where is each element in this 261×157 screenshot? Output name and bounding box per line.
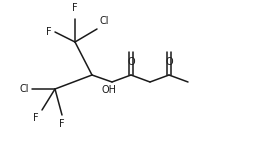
Text: O: O bbox=[165, 57, 173, 67]
Text: F: F bbox=[33, 113, 39, 123]
Text: Cl: Cl bbox=[100, 16, 110, 26]
Text: F: F bbox=[46, 27, 52, 37]
Text: OH: OH bbox=[102, 85, 117, 95]
Text: Cl: Cl bbox=[20, 84, 29, 94]
Text: O: O bbox=[127, 57, 135, 67]
Text: F: F bbox=[59, 119, 65, 129]
Text: F: F bbox=[72, 3, 78, 13]
